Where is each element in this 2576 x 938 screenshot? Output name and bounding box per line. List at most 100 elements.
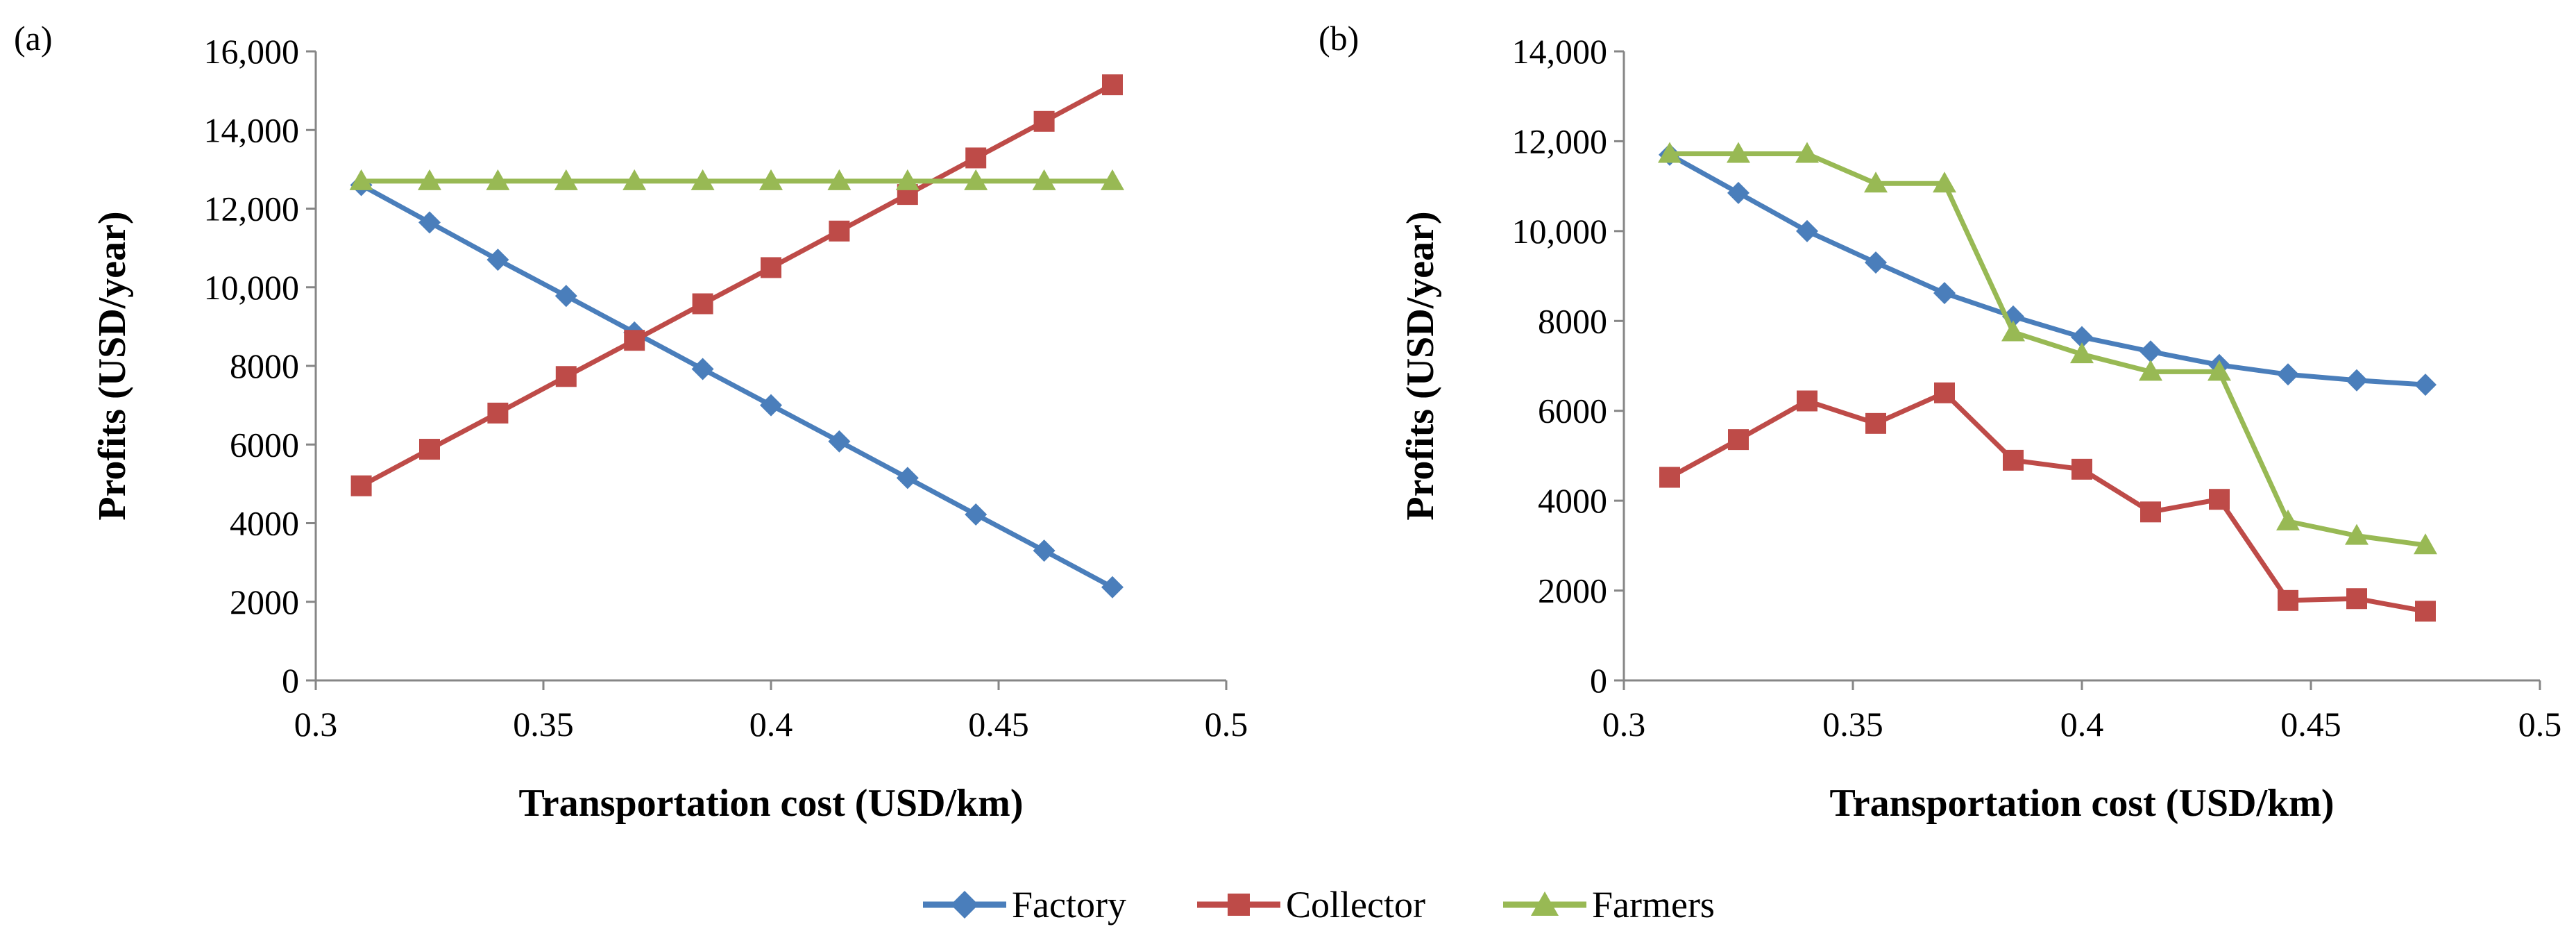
data-point-farmers <box>1101 169 1124 190</box>
y-tick-label: 0 <box>1590 661 1607 700</box>
data-point-farmers <box>2208 360 2231 381</box>
data-point-collector <box>2003 449 2024 471</box>
data-point-farmers <box>1933 171 1956 193</box>
y-tick-label: 0 <box>282 661 299 700</box>
data-point-collector <box>1728 429 1749 451</box>
data-point-farmers <box>895 169 920 190</box>
y-ticks-a: 0 2000 4000 6000 8000 10,000 12,000 14,000 16,00… <box>204 32 316 700</box>
x-tick-label: 0.35 <box>513 705 574 744</box>
data-point-factory <box>1727 181 1749 204</box>
data-point-collector <box>829 220 850 242</box>
y-tick-label: 14,000 <box>204 110 300 149</box>
y-tick-label: 16,000 <box>204 32 300 71</box>
series-line-factory <box>359 183 1114 589</box>
x-tick-label: 0.3 <box>1602 705 1646 744</box>
data-point-factory <box>2071 326 2093 349</box>
data-point-farmers <box>827 169 851 190</box>
y-tick-label: 2000 <box>230 583 299 621</box>
data-point-farmers <box>418 169 441 190</box>
data-point-factory <box>554 285 577 308</box>
data-point-collector <box>555 366 577 387</box>
data-point-farmers <box>1658 142 1681 163</box>
data-point-farmers <box>1864 171 1888 193</box>
data-point-farmers <box>964 169 988 190</box>
data-point-collector <box>350 475 372 496</box>
data-point-farmers <box>2345 524 2369 545</box>
chart-panel-a: (a) 0 2000 4000 6000 8000 10,000 12,000 14,000 1… <box>14 19 1248 825</box>
legend-item-farmers: Farmers <box>1503 884 1715 926</box>
data-point-farmers <box>2414 533 2437 555</box>
data-point-factory <box>760 394 782 417</box>
data-point-factory <box>486 249 509 271</box>
data-point-farmers <box>554 169 578 190</box>
y-tick-label: 10,000 <box>1512 212 1608 251</box>
legend-label-factory: Factory <box>1012 884 1126 926</box>
data-point-factory <box>1101 576 1124 598</box>
data-point-collector <box>1033 110 1055 132</box>
data-point-collector <box>2071 458 2092 480</box>
data-point-factory <box>418 211 441 234</box>
data-point-farmers <box>1795 142 1819 163</box>
chart-panel-b: (b) 0200040006000800010,00012,00014,000 … <box>1319 19 2561 825</box>
data-point-collector <box>1865 412 1886 434</box>
data-point-factory <box>1796 219 1818 242</box>
x-ticks-a: 0.3 0.35 0.4 0.45 0.5 <box>294 680 1248 744</box>
legend-item-factory: Factory <box>923 884 1126 926</box>
x-tick-label: 0.4 <box>2060 705 2104 744</box>
data-point-farmers <box>1032 169 1056 190</box>
data-point-farmers <box>622 169 647 190</box>
data-point-collector <box>2209 489 2230 510</box>
x-axis-title-a: Transportation cost (USD/km) <box>519 782 1024 825</box>
legend-label-farmers: Farmers <box>1592 884 1715 926</box>
y-tick-label: 4000 <box>1538 481 1607 520</box>
series-group-a <box>349 74 1124 598</box>
series-factory <box>1659 143 2437 396</box>
data-point-farmers <box>2276 509 2300 530</box>
data-point-factory <box>2139 340 2162 363</box>
data-point-collector <box>2346 588 2367 610</box>
data-point-factory <box>1033 539 1056 562</box>
y-tick-label: 8000 <box>1538 301 1607 340</box>
series-line-collector <box>359 83 1114 488</box>
y-tick-label: 2000 <box>1538 571 1607 610</box>
data-point-farmers <box>2139 360 2162 381</box>
data-point-collector <box>624 330 645 351</box>
y-tick-label: 12,000 <box>204 190 300 228</box>
data-point-collector <box>487 402 509 424</box>
legend-marker-collector <box>1228 894 1250 916</box>
x-tick-label: 0.45 <box>2280 705 2341 744</box>
data-point-factory <box>2346 369 2368 392</box>
data-point-factory <box>2414 374 2437 396</box>
data-point-collector <box>2415 601 2436 622</box>
panel-label-b: (b) <box>1319 19 1359 58</box>
x-tick-label: 0.5 <box>2518 705 2562 744</box>
series-factory <box>350 174 1124 598</box>
data-point-farmers <box>486 169 510 190</box>
data-point-factory <box>1933 282 1956 305</box>
data-point-farmers <box>349 169 373 190</box>
series-line-farmers <box>1670 151 2426 548</box>
y-tick-label: 4000 <box>230 504 299 543</box>
y-ticks-b: 0 2000 4000 6000 8000 10,000 12,000 14,000 <box>1512 32 1624 700</box>
series-group-b <box>1658 142 2437 622</box>
data-point-collector <box>1102 74 1123 96</box>
data-point-farmers <box>2001 320 2025 342</box>
y-tick-label: 12,000 <box>1512 122 1608 160</box>
y-tick-label: 6000 <box>1538 392 1607 430</box>
data-point-farmers <box>2070 342 2094 364</box>
y-tick-label: 10,000 <box>204 268 300 307</box>
data-point-collector <box>761 257 781 278</box>
series-collector <box>350 74 1123 496</box>
data-point-factory <box>1865 251 1887 274</box>
series-farmers <box>1658 142 2437 555</box>
data-point-collector <box>419 439 440 460</box>
data-point-collector <box>1659 467 1680 488</box>
x-ticks-b: 0.3 0.35 0.4 0.45 0.5 <box>1602 680 2562 744</box>
data-point-collector <box>1934 382 1955 403</box>
data-point-factory <box>828 430 851 453</box>
legend-item-collector: Collector <box>1197 884 1425 926</box>
x-tick-label: 0.4 <box>749 705 793 744</box>
data-point-collector <box>965 147 987 169</box>
legend-marker-factory <box>951 891 978 919</box>
